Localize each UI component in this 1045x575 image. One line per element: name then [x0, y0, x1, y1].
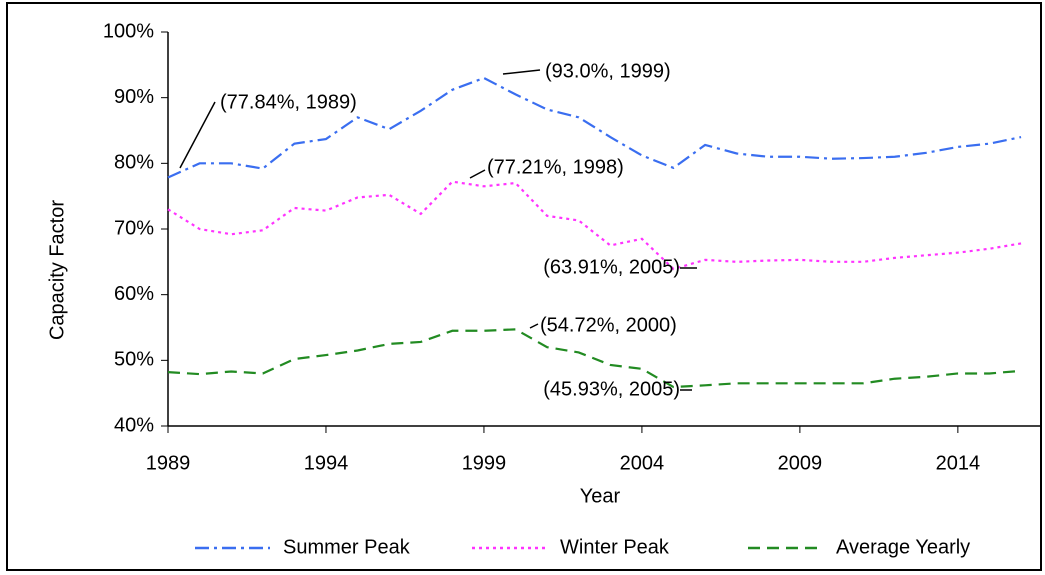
y-tick-label: 50%	[114, 349, 154, 371]
series-line	[167, 328, 1022, 389]
series-line	[167, 180, 1022, 271]
annotation-leader	[469, 169, 486, 179]
annotation: (63.91%, 2005)	[543, 256, 680, 278]
annotation: (93.0%, 1999)	[545, 60, 671, 82]
x-tick-label: 1999	[462, 452, 507, 474]
annotation-leader	[529, 323, 539, 329]
annotation: (45.93%, 2005)	[543, 378, 680, 400]
x-axis-label: Year	[580, 485, 621, 507]
legend-label: Winter Peak	[560, 536, 670, 558]
annotation: (77.84%, 1989)	[220, 91, 357, 113]
y-tick-label: 70%	[114, 217, 154, 239]
y-tick-label: 90%	[114, 86, 154, 108]
annotation-leader	[179, 101, 216, 169]
annotation: (77.21%, 1998)	[487, 156, 624, 178]
series-line	[167, 76, 1022, 179]
legend-label: Summer Peak	[283, 536, 411, 558]
y-axis-label: Capacity Factor	[46, 200, 68, 340]
legend-label: Average Yearly	[836, 536, 970, 558]
y-tick-label: 60%	[114, 283, 154, 305]
y-tick-label: 80%	[114, 152, 154, 174]
annotation: (54.72%, 2000)	[540, 314, 677, 336]
x-tick-label: 2014	[936, 452, 981, 474]
x-tick-label: 2004	[620, 452, 665, 474]
x-tick-label: 1994	[304, 452, 349, 474]
x-tick-label: 1989	[146, 452, 191, 474]
x-tick-label: 2009	[778, 452, 823, 474]
annotation-leader	[502, 69, 541, 75]
y-tick-label: 100%	[103, 20, 154, 42]
y-tick-label: 40%	[114, 414, 154, 436]
frame	[6, 2, 1042, 571]
